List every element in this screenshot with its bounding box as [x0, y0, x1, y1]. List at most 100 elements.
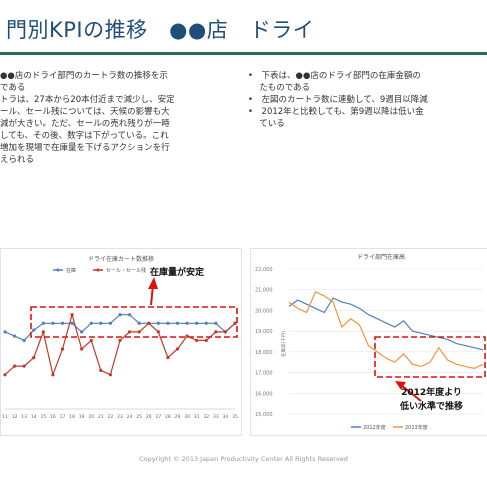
data-point	[60, 347, 65, 351]
legend-label: 在庫	[66, 267, 76, 274]
data-point	[118, 338, 122, 343]
low-level-callout: 2012年度より 低い水準で推移	[400, 386, 463, 414]
x-tick-label: 18	[69, 414, 75, 420]
data-point	[3, 330, 7, 334]
x-tick-label: 14	[31, 414, 37, 420]
data-point	[137, 330, 141, 334]
series-line	[288, 297, 484, 351]
series-line	[288, 290, 484, 370]
data-point	[80, 330, 84, 334]
highlight-box	[374, 336, 486, 378]
y-tick-label: 20,000	[255, 308, 273, 314]
data-point	[166, 355, 170, 360]
x-tick-label: 32	[203, 414, 209, 420]
data-point	[51, 373, 55, 377]
highlight-box	[30, 306, 238, 338]
x-tick-label: 15	[40, 414, 46, 420]
right-line: • 左図のカートラ数に連動して、9週目以降減	[248, 95, 428, 105]
x-tick-label: 33	[213, 414, 219, 420]
inventory-chart-svg: ドライ部門在庫高 22,000 21,000 20,000 19,000 18,000 17…	[255, 253, 486, 431]
right-line: • 下表は、●●店のドライ部門の在庫金額の	[248, 71, 421, 81]
y-tick-label: 22,000	[255, 267, 273, 273]
data-point	[204, 338, 208, 343]
y-tick-label: 21,000	[255, 288, 273, 294]
left-line: ●●店のドライ部門のカートラ数の推移を示	[0, 71, 168, 81]
x-tick-label: 24	[127, 414, 133, 420]
data-point	[204, 321, 208, 325]
y-tick-label: 17,000	[255, 371, 273, 377]
data-point	[175, 321, 180, 325]
left-line: トラは、27本から20本付近まで減少し、安定	[0, 95, 175, 105]
left-line: えられる	[0, 155, 35, 165]
data-point	[60, 321, 65, 325]
x-tick-label: 16	[50, 414, 56, 420]
x-tick-label: 35	[232, 414, 238, 420]
x-tick-label: 19	[79, 414, 85, 420]
legend-marker	[96, 268, 100, 272]
x-tick-label: 29	[175, 414, 181, 420]
x-tick-label: 26	[146, 414, 152, 420]
x-tick-label: 30	[184, 414, 190, 420]
chart-title: ドライ部門在庫高	[357, 253, 405, 261]
x-tick-label: 27	[155, 414, 161, 420]
x-tick-label: 12	[12, 414, 18, 420]
x-tick-label: 11	[2, 414, 8, 420]
data-point	[195, 321, 199, 325]
data-point	[108, 321, 113, 325]
data-point	[32, 328, 36, 332]
left-line: 減が大きい。ただ、セールの売れ残りが一時	[0, 119, 170, 129]
x-tick-label: 23	[117, 414, 123, 420]
data-point	[156, 330, 160, 334]
data-point	[89, 321, 93, 325]
data-point	[214, 330, 218, 334]
right-text-block: • 下表は、●●店のドライ部門の在庫金額の たものである • 左図のカートラ数に…	[248, 70, 487, 130]
data-point	[80, 347, 84, 351]
callout-arrow	[400, 384, 422, 402]
data-point	[214, 321, 218, 325]
data-point	[156, 321, 160, 325]
x-tick-label: 13	[21, 414, 27, 420]
data-point	[127, 313, 132, 317]
data-point	[89, 338, 93, 343]
stable-callout: 在庫量が安定	[150, 268, 205, 278]
copyright-footer: Copyright © 2013 Japan Productivity Cent…	[139, 455, 348, 463]
left-line: ール、セール残については、天候の影響も大	[0, 107, 170, 117]
data-point	[22, 364, 26, 368]
data-point	[233, 321, 237, 325]
cart-count-chart: ドライ在庫カート数推移 在庫 セール・セール残 11 12 13 14 15 16 17 18 19 2…	[0, 248, 242, 436]
data-point	[185, 321, 189, 325]
right-line: たものである	[259, 83, 311, 93]
data-point	[99, 368, 103, 373]
data-point	[41, 330, 45, 334]
legend-marker	[56, 268, 60, 272]
bullet-mark: •	[248, 71, 254, 81]
left-line: である	[0, 83, 26, 93]
y-axis-label: 在庫高(千円)	[280, 331, 287, 357]
data-point	[185, 334, 189, 338]
inventory-chart: ドライ部門在庫高 22,000 21,000 20,000 19,000 18,000 17…	[250, 248, 487, 436]
x-tick-label: 31	[194, 414, 200, 420]
data-point	[12, 364, 17, 368]
data-point	[32, 355, 36, 360]
data-point	[12, 334, 17, 338]
left-line: 増加を現場で在庫量を下げるアクションを行	[0, 143, 170, 153]
data-point	[3, 373, 7, 377]
title-divider	[0, 52, 487, 55]
y-tick-label: 19,000	[255, 329, 273, 335]
x-tick-label: 28	[165, 414, 171, 420]
left-text-block: ●●店のドライ部門のカートラ数の推移を示 である トラは、27本から20本付近ま…	[0, 70, 232, 166]
right-line: ている	[259, 119, 285, 129]
data-point	[22, 338, 26, 343]
arrow-head	[395, 381, 406, 390]
data-point	[223, 330, 228, 334]
right-line: • 2012年と比較しても、第9週以降は低い金	[248, 107, 424, 117]
y-tick-label: 18,000	[255, 350, 273, 356]
y-tick-label: 16,000	[255, 391, 273, 397]
y-tick-label: 15,000	[255, 412, 273, 418]
legend-label: 2012年度	[363, 424, 386, 431]
x-tick-label: 25	[136, 414, 142, 420]
data-point	[118, 313, 122, 317]
data-point	[127, 330, 132, 334]
